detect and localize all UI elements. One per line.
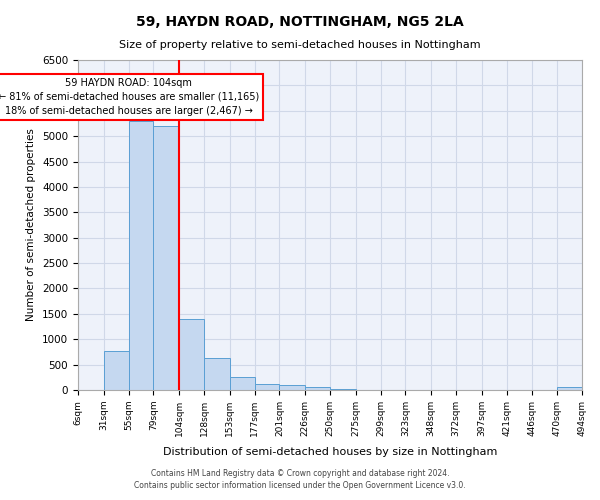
X-axis label: Distribution of semi-detached houses by size in Nottingham: Distribution of semi-detached houses by … <box>163 447 497 457</box>
Y-axis label: Number of semi-detached properties: Number of semi-detached properties <box>26 128 37 322</box>
Bar <box>557 388 582 390</box>
Bar <box>128 121 154 390</box>
Bar <box>154 126 179 390</box>
Bar <box>254 384 280 390</box>
Bar <box>330 389 356 390</box>
Text: 59 HAYDN ROAD: 104sqm
← 81% of semi-detached houses are smaller (11,165)
18% of : 59 HAYDN ROAD: 104sqm ← 81% of semi-deta… <box>0 78 259 116</box>
Bar <box>305 388 330 390</box>
Text: Size of property relative to semi-detached houses in Nottingham: Size of property relative to semi-detach… <box>119 40 481 50</box>
Text: 59, HAYDN ROAD, NOTTINGHAM, NG5 2LA: 59, HAYDN ROAD, NOTTINGHAM, NG5 2LA <box>136 15 464 29</box>
Bar <box>204 358 230 390</box>
Bar <box>179 319 204 390</box>
Text: Contains HM Land Registry data © Crown copyright and database right 2024.
Contai: Contains HM Land Registry data © Crown c… <box>134 468 466 490</box>
Bar <box>230 376 254 390</box>
Bar <box>104 350 128 390</box>
Bar <box>280 386 305 390</box>
